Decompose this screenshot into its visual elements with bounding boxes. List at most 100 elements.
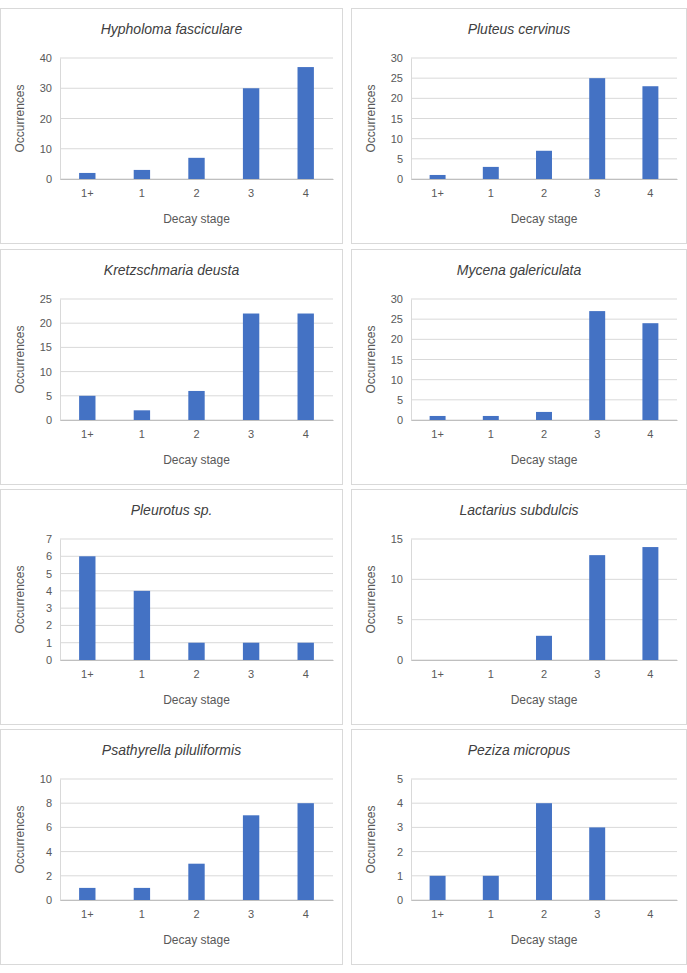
- grid: [60, 539, 333, 660]
- y-tick: 7: [46, 533, 60, 545]
- x-tick: 3: [594, 420, 600, 440]
- x-axis: 1+1234: [61, 660, 334, 680]
- x-tick: 4: [303, 660, 309, 680]
- x-axis-title: Decay stage: [163, 212, 230, 226]
- y-axis: 010203040: [40, 52, 61, 185]
- x-tick: 2: [193, 420, 199, 440]
- x-axis-line: [412, 900, 678, 901]
- y-tick-label: 3: [46, 602, 52, 614]
- x-tick-label: 4: [647, 428, 653, 440]
- bar: [188, 391, 204, 420]
- x-tick: 2: [193, 660, 199, 680]
- grid-line: [411, 379, 677, 380]
- bar: [79, 556, 95, 660]
- y-tick: 10: [40, 366, 60, 378]
- x-tick: 3: [594, 179, 600, 199]
- y-tick: 10: [391, 374, 411, 386]
- grid-line: [411, 319, 677, 320]
- y-tick-label: 15: [391, 354, 403, 366]
- bar: [430, 416, 446, 420]
- x-axis: 1+1234: [412, 900, 678, 920]
- bars: [79, 67, 314, 179]
- x-tick: 3: [594, 660, 600, 680]
- y-tick-label: 4: [46, 585, 52, 597]
- grid-line: [60, 608, 333, 609]
- x-tick: 1+: [81, 660, 94, 680]
- y-axis-line: [60, 59, 61, 180]
- panel-frame: [352, 730, 687, 965]
- y-tick-label: 10: [391, 374, 403, 386]
- grid: [60, 299, 333, 420]
- y-tick: 0: [46, 894, 60, 906]
- x-tick: 1: [139, 420, 145, 440]
- chart-panel: 012345671+1234Pleurotus sp.Decay stageOc…: [1, 490, 343, 725]
- bar: [134, 410, 150, 420]
- grid-line: [411, 619, 677, 620]
- x-tick-label: 3: [248, 668, 254, 680]
- x-tick: 3: [248, 179, 254, 199]
- y-tick: 5: [397, 773, 411, 785]
- y-tick-label: 15: [391, 533, 403, 545]
- x-axis: 1+1234: [412, 420, 678, 440]
- grid-line: [60, 851, 333, 852]
- panel-frame: [352, 9, 687, 244]
- x-tick-label: 3: [594, 668, 600, 680]
- y-tick: 5: [397, 153, 411, 165]
- y-tick: 4: [46, 585, 60, 597]
- grid: [411, 779, 677, 900]
- y-tick-label: 0: [46, 173, 52, 185]
- x-tick: 3: [248, 900, 254, 920]
- x-tick-label: 2: [193, 908, 199, 920]
- y-tick: 30: [391, 293, 411, 305]
- bar: [483, 660, 499, 661]
- x-tick-label: 1+: [431, 187, 444, 199]
- x-tick-label: 3: [594, 908, 600, 920]
- x-tick-label: 4: [303, 428, 309, 440]
- panel-frame: [352, 490, 687, 725]
- y-tick-label: 15: [391, 113, 403, 125]
- y-axis-title: Occurrences: [13, 84, 27, 152]
- y-tick: 30: [40, 82, 60, 94]
- x-tick-label: 4: [303, 908, 309, 920]
- x-tick: 4: [303, 420, 309, 440]
- x-axis-line: [61, 420, 334, 421]
- x-tick: 4: [647, 900, 653, 920]
- panel-frame: [1, 490, 343, 725]
- grid-line: [411, 579, 677, 580]
- bar: [188, 158, 204, 179]
- y-tick: 10: [391, 573, 411, 585]
- y-axis-title: Occurrences: [364, 805, 378, 873]
- x-tick-label: 1: [488, 668, 494, 680]
- bar: [430, 660, 446, 661]
- x-tick: 4: [303, 900, 309, 920]
- y-axis-line: [411, 59, 412, 180]
- bar: [243, 643, 259, 660]
- bar: [642, 323, 658, 420]
- bar: [134, 888, 150, 900]
- x-tick-label: 1: [139, 428, 145, 440]
- x-axis-title: Decay stage: [511, 693, 578, 707]
- y-tick: 8: [46, 797, 60, 809]
- x-tick-label: 3: [248, 908, 254, 920]
- bars: [79, 314, 314, 420]
- grid-line: [60, 827, 333, 828]
- bars: [79, 803, 314, 900]
- x-axis-title: Decay stage: [511, 933, 578, 947]
- bars: [79, 556, 314, 660]
- y-axis-line: [60, 780, 61, 901]
- x-tick: 2: [541, 420, 547, 440]
- y-tick: 5: [397, 394, 411, 406]
- bar: [298, 643, 314, 660]
- x-tick: 2: [541, 179, 547, 199]
- grid-line: [60, 88, 333, 89]
- grid-line: [411, 539, 677, 540]
- grid-line: [60, 148, 333, 149]
- x-tick-label: 4: [647, 187, 653, 199]
- y-axis: 051015202530: [391, 52, 412, 185]
- grid-line: [60, 625, 333, 626]
- grid: [411, 539, 677, 660]
- y-axis: 051015202530: [391, 293, 412, 426]
- x-tick: 3: [594, 900, 600, 920]
- x-axis-line: [412, 420, 678, 421]
- y-tick: 2: [46, 870, 60, 882]
